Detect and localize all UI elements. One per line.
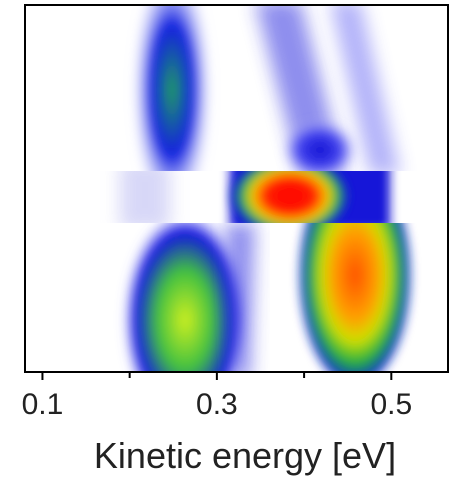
x-axis-label: Kinetic energy [eV] [94,435,396,476]
heatmap-region [120,171,390,223]
heatmap-region [132,5,400,171]
x-tick-label: 0.1 [22,388,64,421]
heatmap [24,4,449,373]
x-tick-label: 0.3 [196,388,238,421]
heatmap-region [123,223,410,372]
x-tick-label: 0.5 [370,388,412,421]
